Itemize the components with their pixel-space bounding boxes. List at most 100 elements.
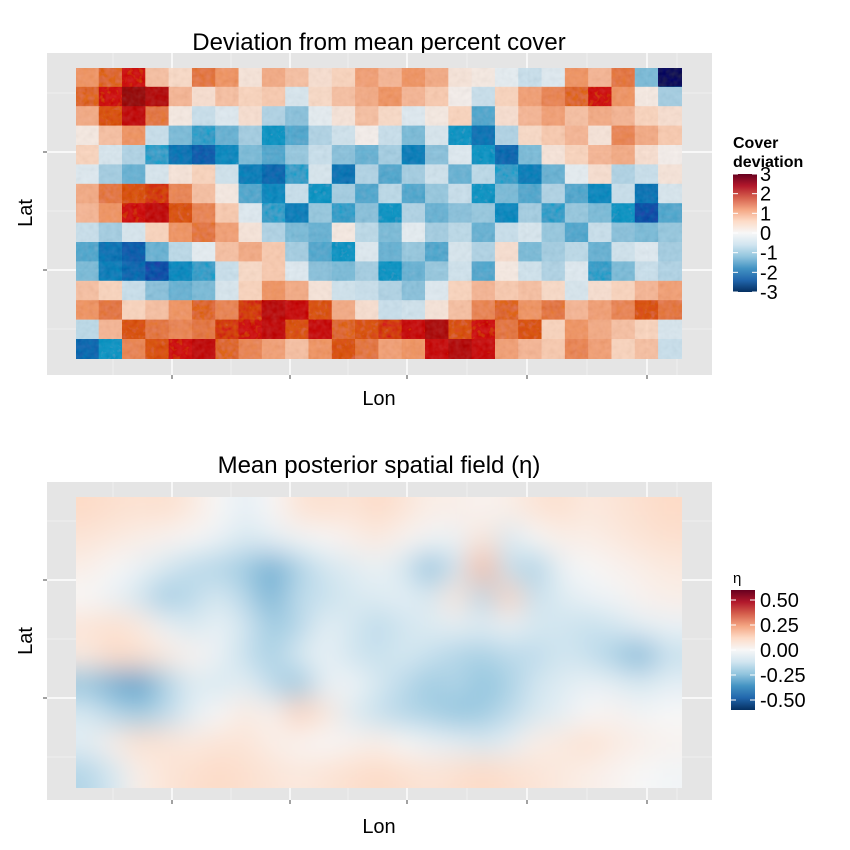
heatmap-cell — [494, 261, 520, 282]
heatmap-cell — [308, 222, 333, 244]
heatmap-cell — [98, 300, 124, 321]
heatmap-cell — [311, 756, 342, 788]
heatmap-cell — [611, 319, 636, 341]
heatmap-cell — [658, 261, 682, 282]
heatmap-cell — [363, 698, 395, 732]
heatmap-cell — [331, 164, 357, 185]
heatmap-cell — [653, 698, 682, 732]
heatmap-cell — [588, 203, 613, 224]
heatmap-cell — [355, 183, 380, 205]
heatmap-cell — [425, 68, 450, 88]
heatmap-cell — [541, 106, 567, 127]
heatmap-cell — [518, 280, 543, 302]
heatmap-cell — [416, 727, 447, 761]
heatmap-cell — [331, 242, 357, 263]
heatmap-cell — [258, 582, 289, 616]
heatmap-cell — [378, 183, 403, 205]
heatmap-cell — [548, 669, 579, 703]
heatmap-cell — [548, 640, 579, 674]
heatmap-cell — [448, 242, 473, 263]
heatmap-cell — [588, 145, 613, 166]
heatmap-cell — [337, 756, 368, 788]
heatmap-cell — [600, 640, 632, 674]
heatmap-cell — [401, 125, 427, 147]
heatmap-cell — [76, 756, 105, 788]
heatmap-cell — [541, 125, 567, 147]
heatmap-cell — [308, 300, 333, 321]
heatmap-cell — [390, 582, 421, 616]
heatmap-cell — [634, 203, 660, 224]
heatmap-cell — [215, 164, 240, 185]
heatmap-cell — [469, 582, 500, 616]
heatmap-cell — [215, 222, 240, 244]
heatmap-cell — [284, 553, 316, 587]
heatmap-cell — [390, 640, 421, 674]
heatmap-cell — [390, 727, 421, 761]
heatmap-cell — [658, 86, 682, 108]
heatmap-cell — [442, 756, 474, 788]
heatmap-cell — [285, 164, 310, 185]
heatmap-cell — [337, 611, 368, 645]
heatmap-cell — [564, 164, 590, 185]
heatmap-cell — [100, 524, 131, 558]
heatmap-cell — [548, 698, 579, 732]
heatmap-cell — [495, 756, 526, 788]
x-axis-title: Lon — [362, 816, 395, 838]
heatmap-cell — [416, 669, 447, 703]
heatmap-cell — [311, 669, 342, 703]
heatmap-cell — [308, 106, 333, 127]
heatmap-cell — [285, 125, 310, 147]
heatmap-cell — [238, 319, 264, 341]
heatmap-cell — [521, 669, 553, 703]
heatmap-cell — [416, 497, 447, 529]
heatmap-cell — [331, 339, 357, 359]
heatmap-cell — [363, 640, 395, 674]
heatmap-cell — [518, 319, 543, 341]
heatmap-cell — [574, 640, 605, 674]
heatmap-cell — [521, 497, 553, 529]
heatmap-cell — [442, 640, 474, 674]
heatmap-cell — [168, 145, 194, 166]
heatmap-cell — [634, 183, 660, 205]
heatmap-cell — [191, 145, 217, 166]
heatmap-cell — [205, 640, 237, 674]
heatmap-cell — [285, 261, 310, 282]
heatmap-cell — [448, 125, 473, 147]
heatmap-cell — [363, 582, 395, 616]
heatmap-cell — [331, 183, 357, 205]
heatmap-cell — [168, 203, 194, 224]
heatmap-cell — [179, 582, 210, 616]
heatmap-cell — [518, 125, 543, 147]
heatmap-cell — [611, 86, 636, 108]
heatmap-cell — [469, 640, 500, 674]
heatmap-cell — [634, 242, 660, 263]
heatmap-cell — [122, 203, 147, 224]
heatmap-cell — [308, 145, 333, 166]
heatmap-cell — [363, 553, 395, 587]
heatmap-cell — [168, 86, 194, 108]
heatmap-cell — [98, 86, 124, 108]
heatmap-cell — [471, 203, 497, 224]
heatmap-cell — [238, 145, 264, 166]
heatmap-cell — [311, 640, 342, 674]
heatmap-cell — [564, 183, 590, 205]
heatmap-cell — [153, 611, 184, 645]
heatmap-cell — [331, 68, 357, 88]
heatmap-cell — [425, 145, 450, 166]
heatmap-cell — [100, 669, 131, 703]
heatmap-cell — [416, 756, 447, 788]
heatmap-cell — [215, 86, 240, 108]
heatmap-cell — [261, 106, 287, 127]
heatmap-cell — [425, 242, 450, 263]
heatmap-cell — [494, 125, 520, 147]
heatmap-cell — [378, 339, 403, 359]
heatmap-cell — [471, 242, 497, 263]
legend: η 0.50 0.25 0.00 -0.25 -0.50 — [731, 570, 806, 712]
heatmap-cell — [191, 86, 217, 108]
heatmap-cell — [600, 756, 632, 788]
heatmap-cell — [355, 261, 380, 282]
heatmap-cell — [401, 280, 427, 302]
heatmap-cell — [627, 524, 658, 558]
heatmap-cell — [611, 183, 636, 205]
